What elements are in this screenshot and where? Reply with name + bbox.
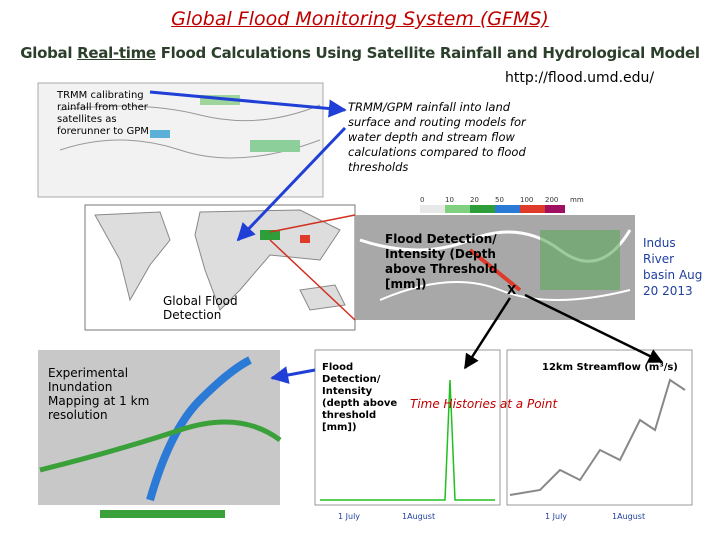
colorbar-label: mm <box>570 196 584 204</box>
colorbar-label: 10 <box>445 196 454 204</box>
subtitle-part: Real-time <box>77 44 156 62</box>
callout: TRMM calibrating rainfall from other sat… <box>57 90 149 137</box>
time-label: 1August <box>612 512 646 521</box>
callout: Experimental Inundation Mapping at 1 km … <box>48 366 150 422</box>
time-label: 1 July <box>545 512 568 521</box>
time-label: 1 July <box>338 512 361 521</box>
subtitle: Global Real-time Flood Calculations Usin… <box>0 44 720 62</box>
chart-title: 12km Streamflow (m³/s) <box>542 362 678 373</box>
arrows <box>149 90 664 384</box>
colorbar-label: 50 <box>495 196 504 204</box>
colorbar-label: 0 <box>420 196 425 204</box>
callout: Global Flood Detection <box>163 294 238 322</box>
colorbar-label: 100 <box>520 196 534 204</box>
title: Global Flood Monitoring System (GFMS) <box>171 8 549 30</box>
indus-inset <box>355 215 635 320</box>
callout: Flood Detection/ Intensity (depth above … <box>322 362 398 433</box>
streamflow-chart <box>506 349 693 506</box>
callout: Flood Detection/ Intensity (Depth above … <box>385 232 498 291</box>
world-map <box>84 204 356 331</box>
callout: Time Histories at a Point <box>410 397 558 411</box>
url: http://flood.umd.edu/ <box>505 70 655 86</box>
subtitle-part: Global <box>20 44 78 62</box>
colorbar-label: 200 <box>545 196 559 204</box>
callout: Indus River basin Aug 20 2013 <box>643 236 703 298</box>
zoom-lines <box>269 214 356 321</box>
depth-chart <box>314 349 501 506</box>
colorbar <box>420 205 565 213</box>
colorbar-label: 20 <box>470 196 479 204</box>
time-label: 1August <box>402 512 436 521</box>
rainfall-map <box>37 82 324 198</box>
callout: TRMM/GPM rainfall into land surface and … <box>348 100 526 174</box>
subtitle-part: Flood Calculations Using Satellite Rainf… <box>155 44 700 62</box>
inundation-map <box>38 350 282 518</box>
point-marker: X <box>507 283 517 297</box>
